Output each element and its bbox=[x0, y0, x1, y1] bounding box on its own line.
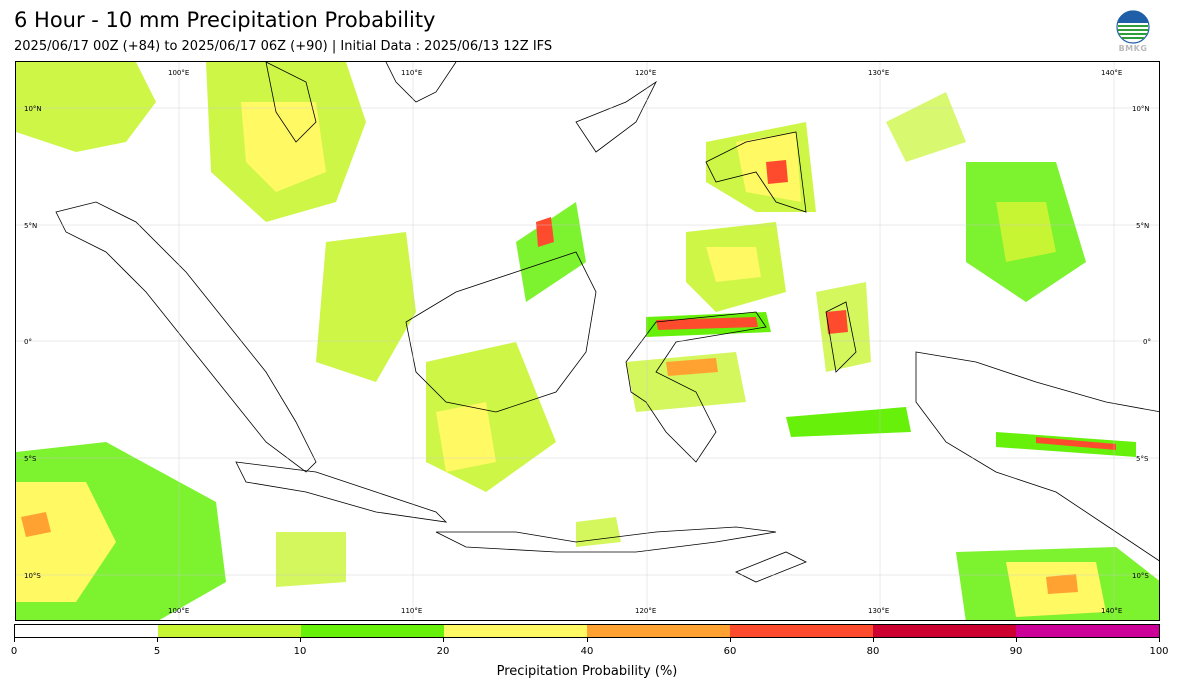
precipitation-patches bbox=[16, 62, 1159, 620]
lon-label-bottom-110: 110°E bbox=[401, 607, 422, 615]
bmkg-emblem-icon bbox=[1116, 10, 1150, 44]
colorbar-tick bbox=[730, 638, 731, 642]
lon-label-top-100: 100°E bbox=[168, 69, 189, 77]
lon-label-bottom-130: 130°E bbox=[868, 607, 889, 615]
colorbar-tick-label: 100 bbox=[1149, 646, 1169, 657]
colorbar-segment-5 bbox=[730, 625, 873, 637]
colorbar-segment-4 bbox=[587, 625, 730, 637]
graticule bbox=[16, 62, 1159, 620]
lon-label-bottom-140: 140°E bbox=[1101, 607, 1122, 615]
colorbar-tick-label: 10 bbox=[293, 646, 307, 657]
lat-label-right-10s: 10°S bbox=[1132, 572, 1149, 580]
colorbar-segment-2 bbox=[301, 625, 444, 637]
lat-label-right-0: 0° bbox=[1143, 338, 1151, 346]
colorbar-segment-1 bbox=[158, 625, 301, 637]
colorbar-tick bbox=[1016, 638, 1017, 642]
colorbar bbox=[14, 624, 1160, 638]
colorbar-label: Precipitation Probability (%) bbox=[0, 664, 1180, 679]
lat-label-right-10n: 10°N bbox=[1132, 105, 1150, 113]
colorbar-tick bbox=[14, 638, 15, 642]
lon-label-bottom-100: 100°E bbox=[168, 607, 189, 615]
colorbar-segment-6 bbox=[873, 625, 1016, 637]
colorbar-tick bbox=[300, 638, 301, 642]
colorbar-label-text: Precipitation Probability (%) bbox=[496, 664, 678, 679]
map-title: 6 Hour - 10 mm Precipitation Probability bbox=[14, 8, 436, 32]
colorbar-ticks: 0 5 10 20 40 60 80 90 100 bbox=[10, 638, 1169, 658]
colorbar-tick-label: 40 bbox=[580, 646, 594, 657]
lon-label-top-120: 120°E bbox=[635, 69, 656, 77]
colorbar-tick bbox=[873, 638, 874, 642]
lat-label-right-5s: 5°S bbox=[1136, 455, 1149, 463]
lon-label-top-140: 140°E bbox=[1101, 69, 1122, 77]
colorbar-tick-label: 90 bbox=[1009, 646, 1023, 657]
coastlines bbox=[55, 62, 1159, 583]
colorbar-segment-3 bbox=[444, 625, 587, 637]
colorbar-segment-0 bbox=[15, 625, 158, 637]
lat-label-left-10s: 10°S bbox=[24, 572, 41, 580]
lon-label-top-110: 110°E bbox=[401, 69, 422, 77]
colorbar-tick-label: 60 bbox=[723, 646, 737, 657]
lat-label-left-10n: 10°N bbox=[24, 105, 42, 113]
bmkg-logo: BMKG bbox=[1114, 10, 1152, 56]
map-subtitle: 2025/06/17 00Z (+84) to 2025/06/17 06Z (… bbox=[14, 39, 553, 54]
colorbar-tick-label: 0 bbox=[10, 646, 18, 657]
colorbar-tick bbox=[587, 638, 588, 642]
lat-label-left-5n: 5°N bbox=[24, 222, 37, 230]
lat-label-left-0: 0° bbox=[24, 338, 32, 346]
colorbar-segment-7 bbox=[1016, 625, 1159, 637]
colorbar-tick-label: 20 bbox=[436, 646, 450, 657]
colorbar-tick bbox=[1159, 638, 1160, 642]
colorbar-tick bbox=[157, 638, 158, 642]
lat-label-left-5s: 5°S bbox=[24, 455, 37, 463]
map-canvas: 100°E 110°E 120°E 130°E 140°E 100°E 110°… bbox=[16, 62, 1159, 620]
colorbar-tick-label: 80 bbox=[866, 646, 880, 657]
precipitation-map[interactable]: 100°E 110°E 120°E 130°E 140°E 100°E 110°… bbox=[15, 61, 1160, 621]
lat-label-right-5n: 5°N bbox=[1136, 222, 1149, 230]
colorbar-tick-label: 5 bbox=[153, 646, 161, 657]
colorbar-tick bbox=[443, 638, 444, 642]
logo-text: BMKG bbox=[1118, 44, 1148, 53]
lon-label-bottom-120: 120°E bbox=[635, 607, 656, 615]
lon-label-top-130: 130°E bbox=[868, 69, 889, 77]
